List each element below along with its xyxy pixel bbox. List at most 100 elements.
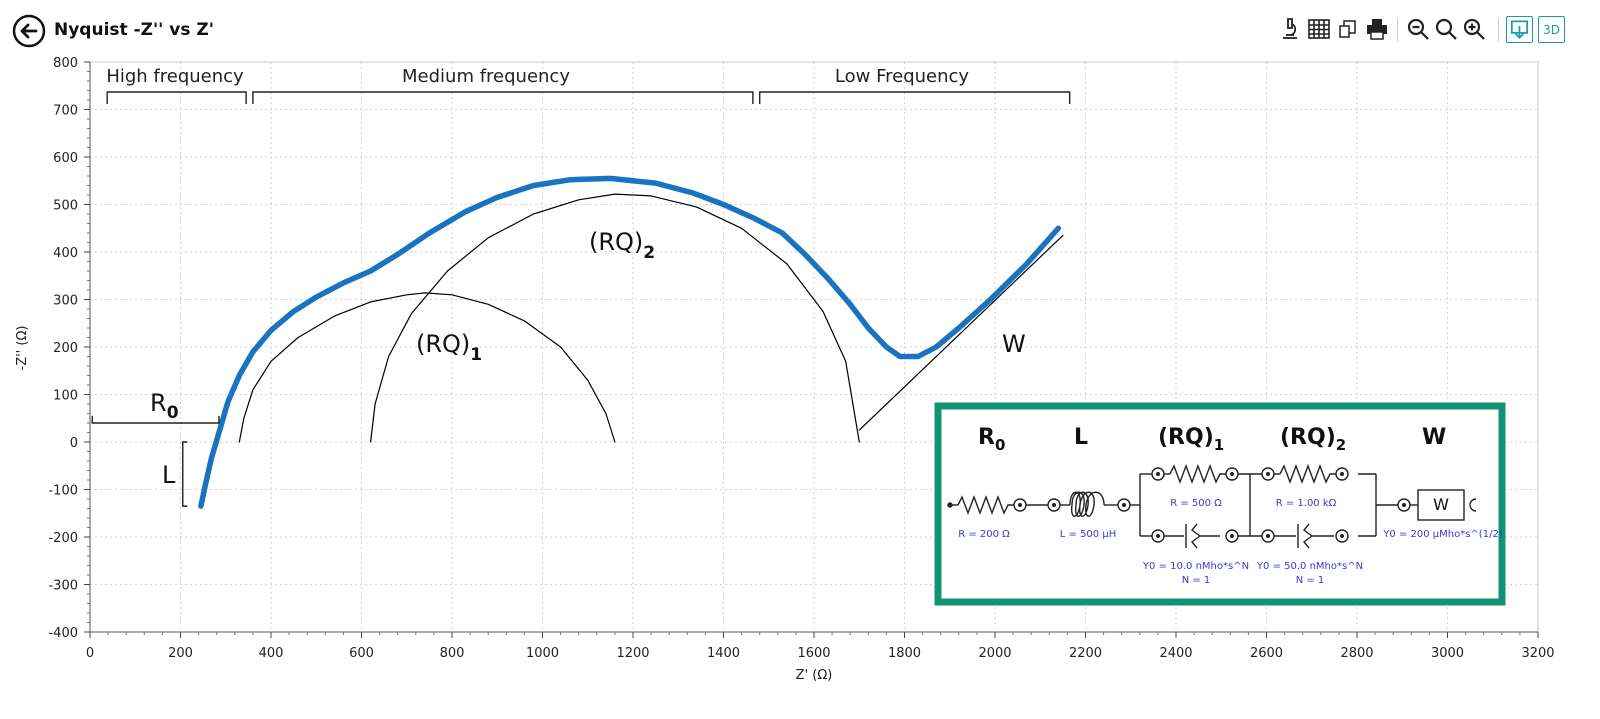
y-tick-label: 100 xyxy=(53,389,78,404)
circuit-header-l: L xyxy=(1074,425,1088,450)
circuit-header-rq1: (RQ)1 xyxy=(1158,425,1224,454)
x-tick-label: 1000 xyxy=(526,646,559,661)
x-tick-label: 0 xyxy=(86,646,94,661)
export-icon xyxy=(1510,19,1529,39)
x-tick-label: 200 xyxy=(168,646,193,661)
back-button[interactable] xyxy=(12,14,46,48)
y-tick-label: 0 xyxy=(70,436,78,451)
zoom-out-button[interactable] xyxy=(1404,15,1432,43)
bracket-0 xyxy=(106,91,247,104)
back-arrow-circle-icon xyxy=(12,14,46,48)
microscope-button[interactable] xyxy=(1276,15,1304,43)
label-r2-value: R = 1.00 kΩ xyxy=(1276,498,1337,509)
x-tick-label: 1400 xyxy=(707,646,740,661)
bracket-l xyxy=(182,441,188,507)
microscope-icon xyxy=(1283,18,1297,39)
copy-button[interactable] xyxy=(1334,15,1362,43)
page-title: Nyquist -Z'' vs Z' xyxy=(54,20,214,40)
annotation-rq2: (RQ)2 xyxy=(589,228,655,263)
series-line-2 xyxy=(370,193,860,443)
label-r1-value: R = 500 Ω xyxy=(1170,498,1222,509)
x-axis-label: Z' (Ω) xyxy=(796,668,833,683)
x-tick-label: 1200 xyxy=(616,646,649,661)
y-axis-ticks: -400 -300 -200 -100 0 100 200 300 400 500 600 700 80… xyxy=(48,56,90,641)
y-tick-label: 500 xyxy=(53,199,78,214)
x-tick-label: 3200 xyxy=(1521,646,1554,661)
series-line-3 xyxy=(858,234,1064,431)
print-button[interactable] xyxy=(1363,15,1391,43)
x-tick-label: 400 xyxy=(259,646,284,661)
annotation-high-frequency: High frequency xyxy=(106,66,244,87)
region-brackets xyxy=(91,91,1071,507)
x-tick-label: 1800 xyxy=(888,646,921,661)
zoom-fit-icon xyxy=(1435,18,1457,40)
label-q2-y0: Y0 = 50.0 nMho*s^N xyxy=(1256,561,1363,572)
y-tick-label: -100 xyxy=(48,484,78,499)
y-tick-label: 200 xyxy=(53,341,78,356)
x-tick-label: 800 xyxy=(440,646,465,661)
equivalent-circuit: R0 L (RQ)1 (RQ)2 W xyxy=(934,402,1506,606)
circuit-node-dots xyxy=(1018,472,1406,538)
r0-sub: 0 xyxy=(167,403,179,423)
zoom-out-icon xyxy=(1407,18,1429,40)
zoom-in-button[interactable] xyxy=(1460,15,1488,43)
x-tick-label: 2200 xyxy=(1069,646,1102,661)
y-tick-label: -300 xyxy=(48,579,78,594)
circuit-wires xyxy=(947,464,1477,549)
label-q2-n: N = 1 xyxy=(1296,575,1325,586)
annotation-rq1: (RQ)1 xyxy=(416,330,482,365)
x-tick-label: 2000 xyxy=(978,646,1011,661)
annotation-r0: R0 xyxy=(150,389,179,423)
circuit-header-r0: R0 xyxy=(978,425,1005,454)
circuit-header-w: W xyxy=(1422,425,1446,450)
bracket-1 xyxy=(252,91,754,104)
bracket-2 xyxy=(759,91,1071,104)
y-tick-label: 800 xyxy=(53,56,78,71)
rq1-main: (RQ) xyxy=(416,330,470,358)
zoom-in-icon xyxy=(1463,18,1485,40)
rq1-sub: 1 xyxy=(470,345,482,365)
x-axis-ticks: 0 200 400 600 800 1000 1200 1400 1600 1800 2000 220… xyxy=(86,632,1555,661)
label-q1-n: N = 1 xyxy=(1182,575,1211,586)
series-line-1 xyxy=(238,292,616,443)
rq2-main: (RQ) xyxy=(589,228,643,256)
series-layer xyxy=(198,175,1064,509)
table-icon xyxy=(1308,19,1330,39)
y-tick-label: 300 xyxy=(53,294,78,309)
x-tick-label: 600 xyxy=(349,646,374,661)
r0-main: R xyxy=(150,389,167,417)
y-tick-label: 400 xyxy=(53,246,78,261)
title-bar: Nyquist -Z'' vs Z' 3D xyxy=(0,0,1600,62)
x-tick-label: 2800 xyxy=(1340,646,1373,661)
table-button[interactable] xyxy=(1305,15,1333,43)
label-w-y0: Y0 = 200 µMho*s^(1/2) xyxy=(1382,529,1503,540)
bracket-r0 xyxy=(91,415,220,424)
copy-icon xyxy=(1339,20,1356,38)
export-button[interactable] xyxy=(1506,16,1533,43)
x-tick-label: 2600 xyxy=(1250,646,1283,661)
annotation-w: W xyxy=(1002,330,1026,358)
y-axis-label: -Z'' (Ω) xyxy=(15,326,30,371)
annotation-l: L xyxy=(162,461,176,489)
annotation-low-frequency: Low Frequency xyxy=(835,66,970,87)
label-q1-y0: Y0 = 10.0 nMho*s^N xyxy=(1142,561,1249,572)
x-tick-label: 3000 xyxy=(1431,646,1464,661)
y-tick-label: -400 xyxy=(48,626,78,641)
zoom-fit-button[interactable] xyxy=(1432,15,1460,43)
y-tick-label: 700 xyxy=(53,104,78,119)
x-tick-label: 2400 xyxy=(1159,646,1192,661)
circuit-header-rq2: (RQ)2 xyxy=(1280,425,1346,454)
toolbar: 3D xyxy=(1260,12,1600,48)
rq2-sub: 2 xyxy=(643,243,655,263)
circuit-w-element: W xyxy=(1433,495,1449,514)
3d-button[interactable]: 3D xyxy=(1538,16,1565,43)
series-line-0 xyxy=(198,175,1062,509)
y-tick-label: 600 xyxy=(53,151,78,166)
x-tick-label: 1600 xyxy=(797,646,830,661)
y-tick-label: -200 xyxy=(48,531,78,546)
label-r0-value: R = 200 Ω xyxy=(958,529,1010,540)
annotation-medium-frequency: Medium frequency xyxy=(402,66,570,87)
label-l-value: L = 500 µH xyxy=(1060,529,1116,540)
print-icon xyxy=(1367,19,1387,40)
